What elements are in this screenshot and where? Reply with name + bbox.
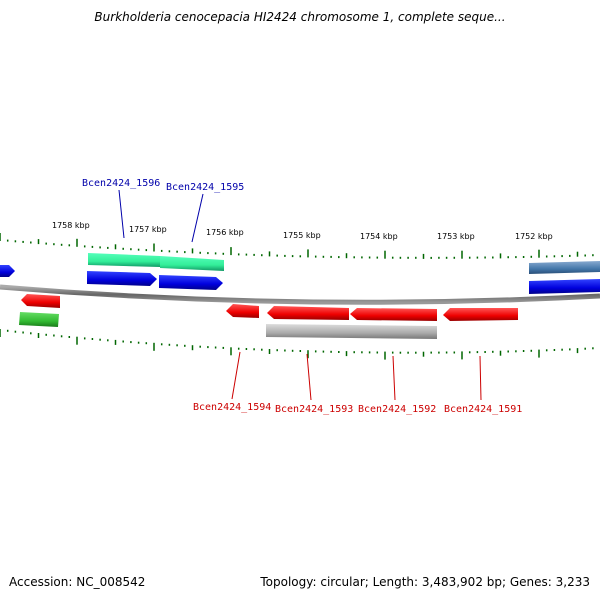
gene-label-bcen2424-1592[interactable]: Bcen2424_1592: [358, 404, 436, 415]
scale-label-1755: 1755 kbp: [283, 231, 321, 240]
gene-feature[interactable]: [88, 253, 160, 267]
scale-label-1752: 1752 kbp: [515, 232, 553, 241]
scale-label-1758: 1758 kbp: [52, 221, 90, 230]
leader-line: [191, 193, 204, 243]
scale-label-1757: 1757 kbp: [129, 225, 167, 234]
leader-line: [392, 355, 396, 401]
accession-label: Accession: NC_008542: [9, 575, 146, 589]
leader-line: [231, 351, 241, 400]
gene-feature[interactable]: [266, 324, 437, 339]
scale-label-1754: 1754 kbp: [360, 232, 398, 241]
gene-feature[interactable]: [19, 312, 59, 327]
leader-line: [118, 189, 125, 239]
gene-feature[interactable]: [159, 275, 223, 290]
gene-feature[interactable]: [443, 308, 518, 321]
gene-feature[interactable]: [160, 256, 224, 271]
gene-feature[interactable]: [529, 261, 600, 274]
scale-labels: 1758 kbp 1757 kbp 1756 kbp 1755 kbp 1754…: [52, 221, 553, 241]
chromosome-backbone: [0, 284, 600, 305]
gene-label-bcen2424-1595[interactable]: Bcen2424_1595: [166, 182, 244, 193]
scale-label-1756: 1756 kbp: [206, 228, 244, 237]
genes-upper-strand: [0, 253, 600, 294]
gene-feature[interactable]: [21, 294, 60, 308]
scale-ticks-upper: [0, 233, 594, 259]
page-title: Burkholderia cenocepacia HI2424 chromoso…: [94, 10, 506, 24]
scale-ticks-lower: [0, 329, 594, 360]
leader-line: [479, 355, 482, 401]
gene-label-bcen2424-1593[interactable]: Bcen2424_1593: [275, 404, 353, 415]
leader-line: [306, 353, 312, 401]
gene-label-bcen2424-1594[interactable]: Bcen2424_1594: [193, 402, 271, 413]
gene-feature[interactable]: [226, 304, 259, 318]
gene-feature[interactable]: [87, 271, 157, 286]
gene-label-bcen2424-1596[interactable]: Bcen2424_1596: [82, 178, 160, 189]
gene-label-bcen2424-1591[interactable]: Bcen2424_1591: [444, 404, 522, 415]
label-leaders: [118, 189, 482, 401]
genome-summary: Topology: circular; Length: 3,483,902 bp…: [260, 575, 590, 589]
scale-label-1753: 1753 kbp: [437, 232, 475, 241]
genes-lower-strand: [19, 294, 518, 339]
gene-feature[interactable]: [267, 306, 349, 320]
gene-feature[interactable]: [529, 279, 600, 294]
gene-feature[interactable]: [0, 265, 15, 277]
gene-labels: Bcen2424_1596 Bcen2424_1595 Bcen2424_159…: [82, 178, 522, 415]
gene-feature[interactable]: [350, 308, 437, 321]
